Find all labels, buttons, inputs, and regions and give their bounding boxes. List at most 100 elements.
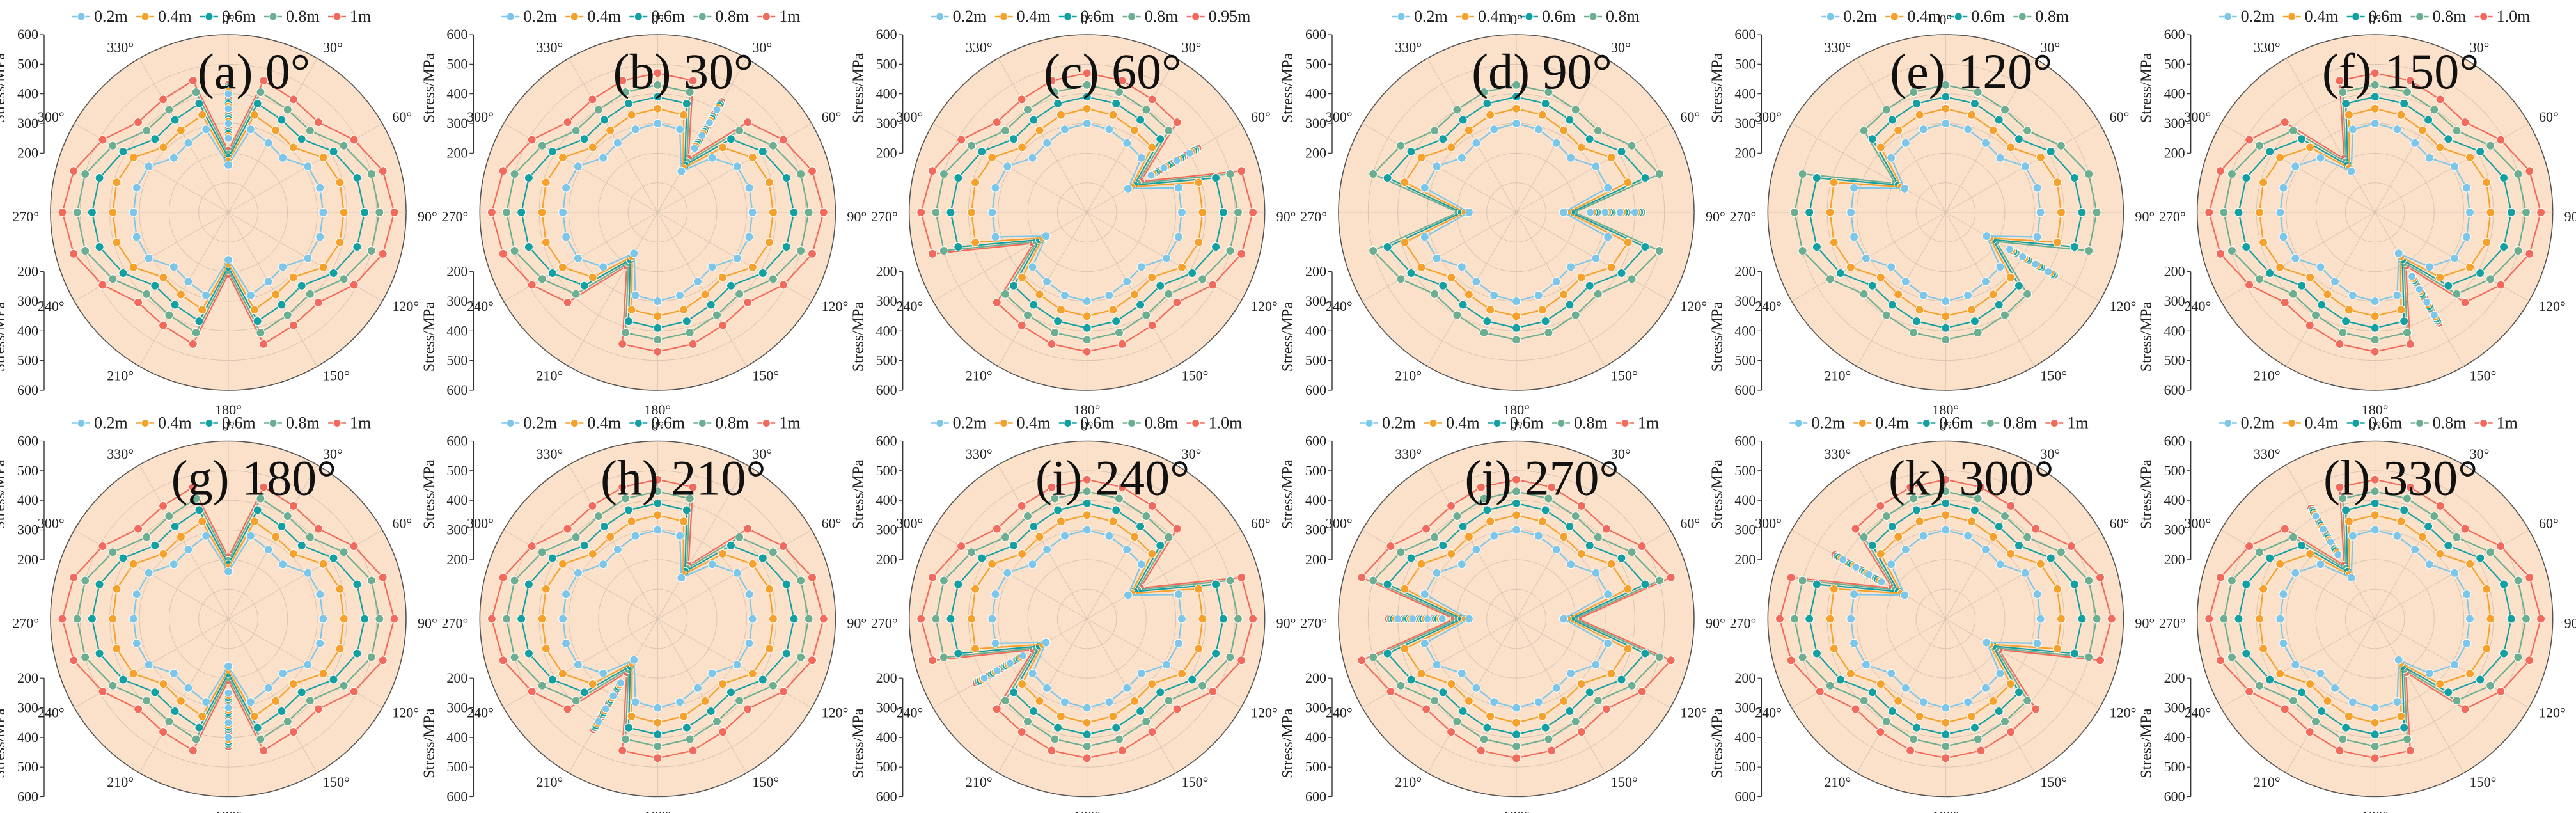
angle-label-90: 90° bbox=[2135, 615, 2155, 631]
angle-label-240: 240° bbox=[1755, 298, 1782, 314]
panel-title: (h) 210° bbox=[601, 450, 766, 506]
data-point bbox=[129, 669, 138, 679]
angle-label-60: 60° bbox=[1251, 516, 1271, 532]
angle-label-90: 90° bbox=[1276, 615, 1296, 631]
data-point bbox=[808, 166, 817, 176]
data-point bbox=[249, 305, 259, 315]
data-point bbox=[1909, 328, 1918, 337]
data-point bbox=[339, 274, 349, 284]
data-point bbox=[2255, 208, 2264, 217]
data-point bbox=[971, 237, 980, 247]
data-point bbox=[339, 681, 349, 690]
data-point bbox=[563, 524, 572, 533]
data-point bbox=[1900, 590, 1910, 600]
data-point bbox=[1396, 274, 1406, 284]
data-point bbox=[2482, 644, 2492, 654]
data-point bbox=[315, 590, 325, 599]
radial-tick-label: 500 bbox=[876, 56, 897, 72]
data-point bbox=[176, 696, 185, 706]
data-point bbox=[588, 143, 597, 152]
angle-label-0: 0° bbox=[222, 418, 235, 434]
fault-cluster-point bbox=[1601, 208, 1610, 217]
data-point bbox=[653, 119, 663, 128]
fault-cluster-point bbox=[993, 667, 1001, 675]
data-point bbox=[1447, 549, 1456, 558]
radial-tick-label: 600 bbox=[17, 789, 38, 805]
data-point bbox=[1383, 580, 1392, 589]
angle-label-240: 240° bbox=[1755, 705, 1782, 721]
data-point bbox=[1988, 290, 1998, 299]
data-point bbox=[931, 208, 941, 217]
angle-label-60: 60° bbox=[392, 516, 412, 532]
data-point bbox=[1512, 741, 1521, 751]
data-point bbox=[928, 572, 937, 582]
angle-label-0: 0° bbox=[651, 12, 664, 28]
data-point bbox=[1988, 532, 1998, 542]
data-point bbox=[1082, 510, 1092, 520]
data-point bbox=[1017, 95, 1026, 104]
data-point bbox=[313, 704, 323, 714]
data-point bbox=[758, 553, 767, 563]
legend-label-5: 1m bbox=[2497, 414, 2518, 432]
data-point bbox=[1876, 727, 1885, 737]
data-point bbox=[967, 141, 977, 150]
data-point bbox=[134, 524, 143, 533]
data-point bbox=[1042, 683, 1052, 693]
data-point bbox=[1861, 253, 1871, 263]
data-point bbox=[1859, 696, 1869, 706]
data-point bbox=[1082, 297, 1092, 306]
data-point bbox=[1082, 68, 1092, 78]
data-point bbox=[2338, 88, 2348, 97]
data-point bbox=[1617, 553, 1626, 563]
data-point bbox=[758, 269, 767, 278]
data-point bbox=[1000, 126, 1010, 136]
data-point bbox=[118, 553, 128, 563]
data-point bbox=[159, 143, 168, 152]
data-point bbox=[2344, 110, 2353, 120]
data-point bbox=[2405, 482, 2415, 492]
angular-gridline bbox=[998, 619, 1088, 773]
data-point bbox=[329, 147, 338, 156]
data-point bbox=[1417, 669, 1426, 679]
data-point bbox=[1035, 290, 1044, 299]
data-point bbox=[939, 576, 948, 585]
data-point bbox=[1544, 88, 1553, 97]
data-point bbox=[558, 669, 567, 679]
data-point bbox=[653, 487, 663, 496]
data-point bbox=[2259, 178, 2268, 187]
data-point bbox=[2000, 717, 2009, 726]
data-point bbox=[599, 668, 608, 678]
legend: 0.2m 0.4m 0.6m 0.8m 1m bbox=[72, 414, 371, 432]
data-point bbox=[297, 541, 306, 550]
data-point bbox=[352, 173, 362, 182]
data-point bbox=[2242, 649, 2251, 658]
data-point bbox=[618, 339, 627, 349]
angular-gridline bbox=[1516, 58, 1606, 213]
angle-label-90: 90° bbox=[847, 209, 867, 225]
data-point bbox=[524, 649, 533, 658]
radial-tick-label: 300 bbox=[876, 522, 897, 538]
data-point bbox=[1576, 727, 1586, 737]
radial-tick-label: 400 bbox=[446, 322, 467, 338]
data-point bbox=[1162, 660, 1172, 670]
data-point bbox=[764, 584, 774, 594]
legend-label-4: 0.8m bbox=[715, 414, 749, 432]
data-point bbox=[2317, 300, 2327, 310]
data-point bbox=[2499, 649, 2509, 658]
series-1 bbox=[2275, 512, 2474, 713]
data-point bbox=[992, 297, 1001, 307]
data-point bbox=[1919, 290, 1928, 300]
data-point bbox=[2305, 320, 2314, 330]
data-point bbox=[2452, 696, 2462, 706]
radial-tick-label: 200 bbox=[876, 264, 897, 280]
data-point bbox=[1887, 560, 1896, 569]
data-point bbox=[1915, 305, 1924, 315]
data-point bbox=[571, 696, 581, 706]
data-point bbox=[1995, 560, 2005, 569]
data-point bbox=[1851, 524, 1860, 533]
data-point bbox=[562, 183, 571, 193]
data-point bbox=[2288, 126, 2298, 136]
data-point bbox=[378, 656, 388, 665]
radial-axis: 600600500500400400300300200200Stress/MPa… bbox=[851, 26, 904, 398]
data-point bbox=[2255, 681, 2265, 690]
